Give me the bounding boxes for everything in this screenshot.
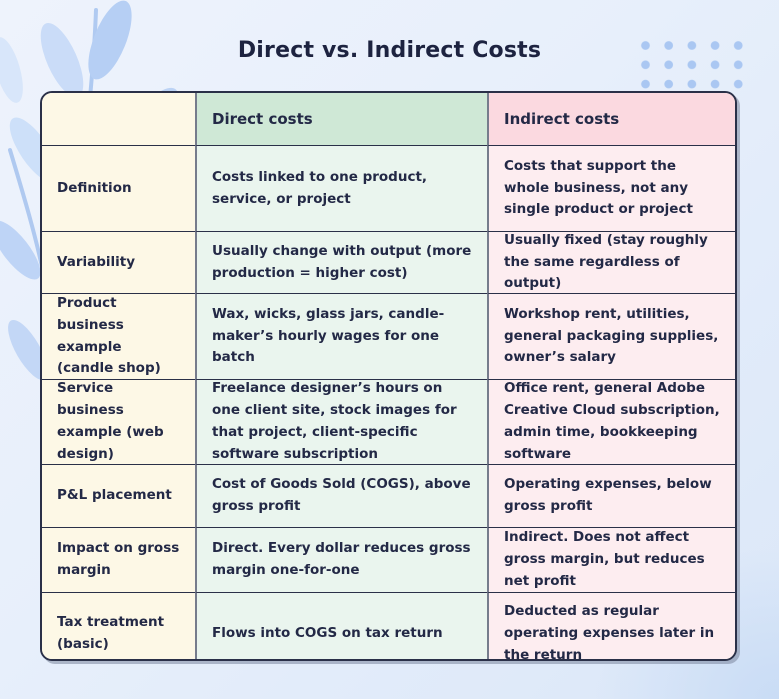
- row-label-tax-treatment: Tax treatment (basic): [42, 592, 195, 659]
- cell-tax-treatment-indirect: Deducted as regular operating expenses l…: [487, 592, 735, 659]
- row-label-gross-margin-impact: Impact on gross margin: [42, 527, 195, 592]
- cell-variability-indirect: Usually fixed (stay roughly the same reg…: [487, 231, 735, 293]
- row-label-variability: Variability: [42, 231, 195, 293]
- cell-service-example-indirect: Office rent, general Adobe Creative Clou…: [487, 379, 735, 464]
- cell-service-example-direct: Freelance designer’s hours on one client…: [195, 379, 487, 464]
- comparison-table: Direct costs Indirect costs Definition C…: [40, 91, 737, 661]
- cell-pl-placement-direct: Cost of Goods Sold (COGS), above gross p…: [195, 464, 487, 527]
- cell-gross-margin-direct: Direct. Every dollar reduces gross margi…: [195, 527, 487, 592]
- row-label-pl-placement: P&L placement: [42, 464, 195, 527]
- row-label-service-example: Service business example (web design): [42, 379, 195, 464]
- cell-gross-margin-indirect: Indirect. Does not affect gross margin, …: [487, 527, 735, 592]
- cell-variability-direct: Usually change with output (more product…: [195, 231, 487, 293]
- header-empty-cell: [42, 93, 195, 145]
- header-indirect-costs: Indirect costs: [487, 93, 735, 145]
- cell-product-example-direct: Wax, wicks, glass jars, candle-maker’s h…: [195, 293, 487, 379]
- header-direct-costs: Direct costs: [195, 93, 487, 145]
- page-title: Direct vs. Indirect Costs: [237, 38, 542, 63]
- dots-pattern: [634, 36, 750, 94]
- cell-definition-indirect: Costs that support the whole business, n…: [487, 145, 735, 231]
- cell-product-example-indirect: Workshop rent, utilities, general packag…: [487, 293, 735, 379]
- cell-pl-placement-indirect: Operating expenses, below gross profit: [487, 464, 735, 527]
- cell-definition-direct: Costs linked to one product, service, or…: [195, 145, 487, 231]
- cell-tax-treatment-direct: Flows into COGS on tax return: [195, 592, 487, 659]
- row-label-product-example: Product business example (candle shop): [42, 293, 195, 379]
- row-label-definition: Definition: [42, 145, 195, 231]
